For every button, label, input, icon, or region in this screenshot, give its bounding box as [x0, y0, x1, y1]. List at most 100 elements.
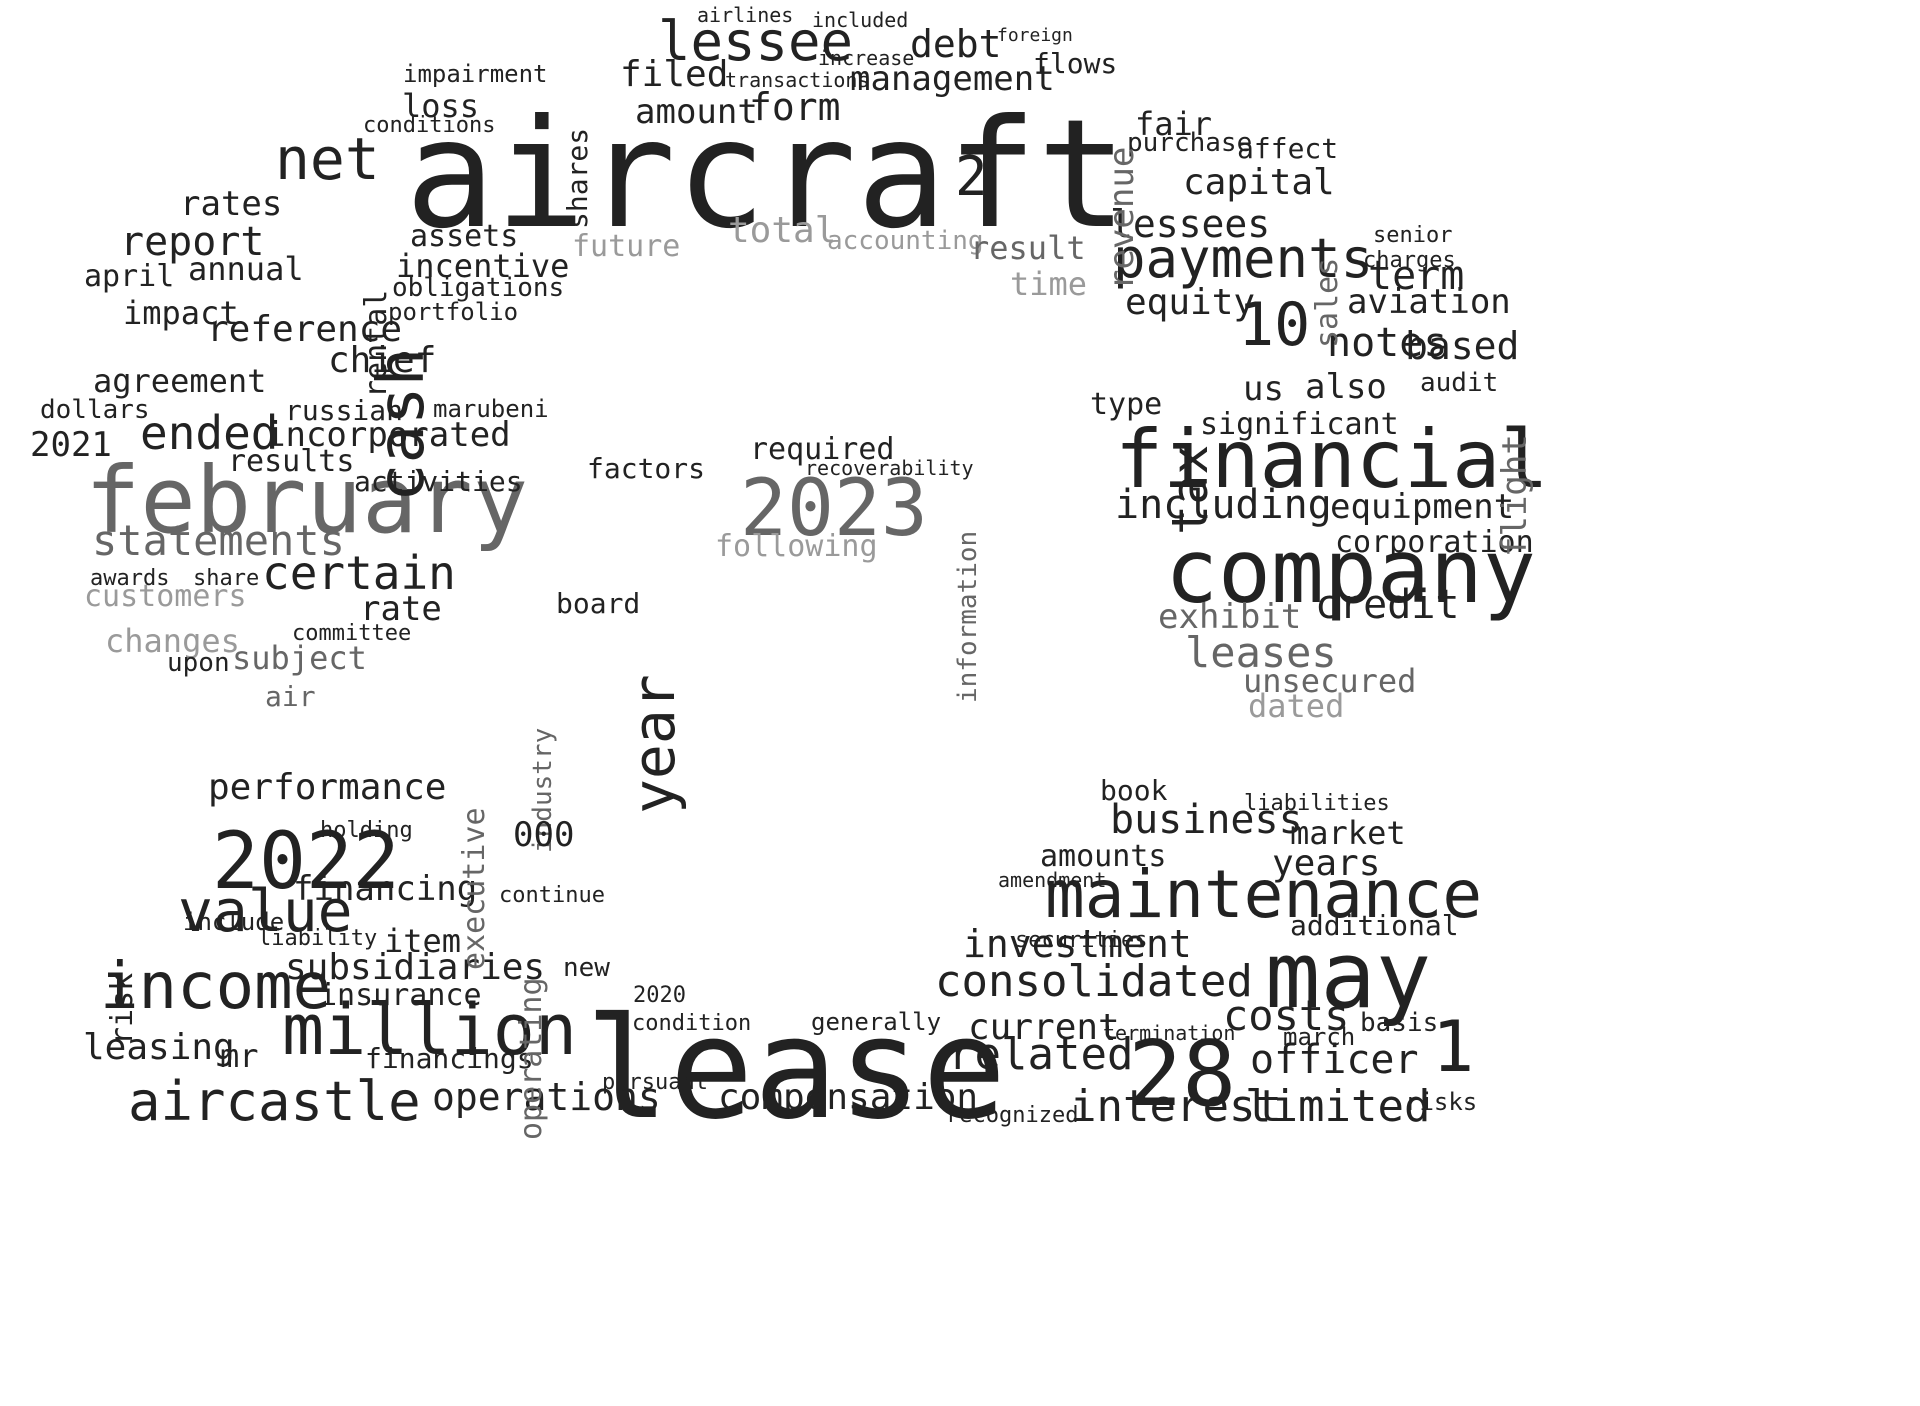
cloud-word: rates: [180, 184, 283, 224]
cloud-word: revenue: [1102, 146, 1142, 290]
cloud-word: committee: [292, 621, 412, 646]
cloud-word: included: [812, 8, 909, 32]
cloud-word: total: [728, 210, 837, 251]
cloud-word: statements: [92, 516, 345, 565]
cloud-word: continue: [499, 883, 605, 908]
cloud-word: financial: [1115, 413, 1549, 506]
cloud-word: chief: [328, 340, 437, 381]
cloud-word: future: [572, 229, 681, 264]
cloud-word: lessee: [658, 10, 854, 73]
cloud-word: us: [1243, 369, 1284, 409]
cloud-word: 1: [1432, 1006, 1475, 1088]
cloud-word: item: [384, 922, 462, 960]
cloud-word: 28: [1128, 1022, 1237, 1127]
cloud-word: notes: [1327, 320, 1448, 366]
cloud-word: liabilities: [1244, 791, 1390, 816]
cloud-word: company: [1165, 520, 1536, 623]
cloud-word: required: [750, 432, 895, 467]
cloud-word: type: [1090, 387, 1163, 422]
cloud-word: risk: [105, 972, 140, 1045]
cloud-word: agreement: [93, 362, 267, 400]
cloud-word: information: [953, 530, 983, 703]
cloud-word: charges: [1363, 248, 1456, 273]
cloud-word: accounting: [827, 226, 984, 256]
cloud-word: interest: [1070, 1081, 1282, 1132]
cloud-word: share: [193, 566, 260, 591]
cloud-word: amount: [635, 92, 758, 132]
cloud-word: aircraft: [405, 88, 1128, 262]
cloud-word: performance: [208, 767, 447, 808]
cloud-word: maintenance: [1045, 856, 1483, 933]
cloud-word: 000: [513, 815, 575, 855]
cloud-word: awards: [90, 566, 170, 591]
cloud-word: 2020: [633, 983, 686, 1008]
cloud-word: subsidiaries: [285, 947, 546, 988]
cloud-word: flight: [1495, 434, 1535, 557]
cloud-word: insurance: [319, 978, 482, 1013]
cloud-word: rate: [360, 589, 442, 629]
cloud-word: upon: [167, 648, 230, 678]
cloud-word: audit: [1420, 368, 1499, 398]
cloud-word: years: [1272, 843, 1381, 884]
cloud-word: shares: [561, 127, 594, 229]
cloud-word: board: [556, 587, 641, 620]
cloud-word: financing: [293, 869, 478, 909]
cloud-word: february: [85, 447, 529, 554]
cloud-word: include: [183, 908, 285, 936]
cloud-word: value: [178, 877, 353, 945]
cloud-word: lessees: [1110, 202, 1271, 246]
cloud-word: recognized: [946, 1103, 1079, 1128]
cloud-word: 10: [1238, 290, 1311, 360]
cloud-word: amendment: [998, 868, 1107, 892]
cloud-word: net: [275, 125, 380, 193]
cloud-word: senior: [1373, 223, 1453, 248]
cloud-word: russian: [285, 394, 404, 427]
cloud-word: costs: [1223, 991, 1350, 1040]
cloud-word: reference: [207, 309, 403, 350]
cloud-word: corporation: [1335, 525, 1534, 560]
cloud-word: conditions: [363, 113, 496, 138]
cloud-word: affect: [1237, 132, 1339, 165]
cloud-word: air: [265, 680, 316, 713]
cloud-word: generally: [811, 1008, 942, 1036]
cloud-word: impact: [123, 294, 239, 332]
cloud-word: loss: [402, 87, 480, 125]
cloud-word: march: [1283, 1023, 1356, 1051]
cloud-word: certain: [262, 546, 456, 600]
cloud-word: 2: [955, 145, 988, 208]
cloud-word: officer: [1250, 1037, 1419, 1083]
cloud-word: aviation: [1347, 282, 1511, 322]
cloud-word: report: [120, 219, 265, 265]
cloud-word: time: [1010, 265, 1088, 303]
cloud-word: market: [1290, 814, 1406, 852]
cloud-word: equipment: [1330, 487, 1515, 527]
cloud-word: increase: [818, 46, 915, 70]
cloud-word: aircastle: [128, 1070, 421, 1133]
cloud-word: foreign: [997, 25, 1073, 46]
cloud-word: activities: [354, 465, 523, 498]
cloud-word: obligations: [392, 273, 565, 303]
cloud-word: subject: [232, 639, 367, 677]
cloud-word: unsecured: [1243, 662, 1417, 700]
cloud-word: 2022: [212, 817, 400, 907]
cloud-word: marubeni: [433, 395, 549, 423]
cloud-word: operations: [432, 1075, 661, 1119]
cloud-word: amounts: [1040, 839, 1167, 874]
cloud-word: basis: [1360, 1008, 1439, 1038]
cloud-word: current: [968, 1007, 1120, 1048]
cloud-word: income: [100, 950, 332, 1024]
cloud-word: pursuant: [602, 1070, 708, 1095]
cloud-word: new: [563, 953, 610, 983]
cloud-word: changes: [105, 622, 240, 660]
cloud-word: including: [1115, 482, 1332, 528]
cloud-word: business: [1110, 797, 1303, 843]
cloud-word: sales: [1310, 257, 1345, 348]
cloud-word: limited: [1245, 1081, 1431, 1132]
cloud-word: customers: [84, 579, 247, 614]
cloud-word: purchase: [1127, 128, 1253, 158]
cloud-word: debt: [910, 22, 1002, 66]
cloud-word: term: [1368, 253, 1465, 299]
cloud-word: flows: [1033, 47, 1118, 80]
cloud-word: transactions: [725, 68, 870, 92]
